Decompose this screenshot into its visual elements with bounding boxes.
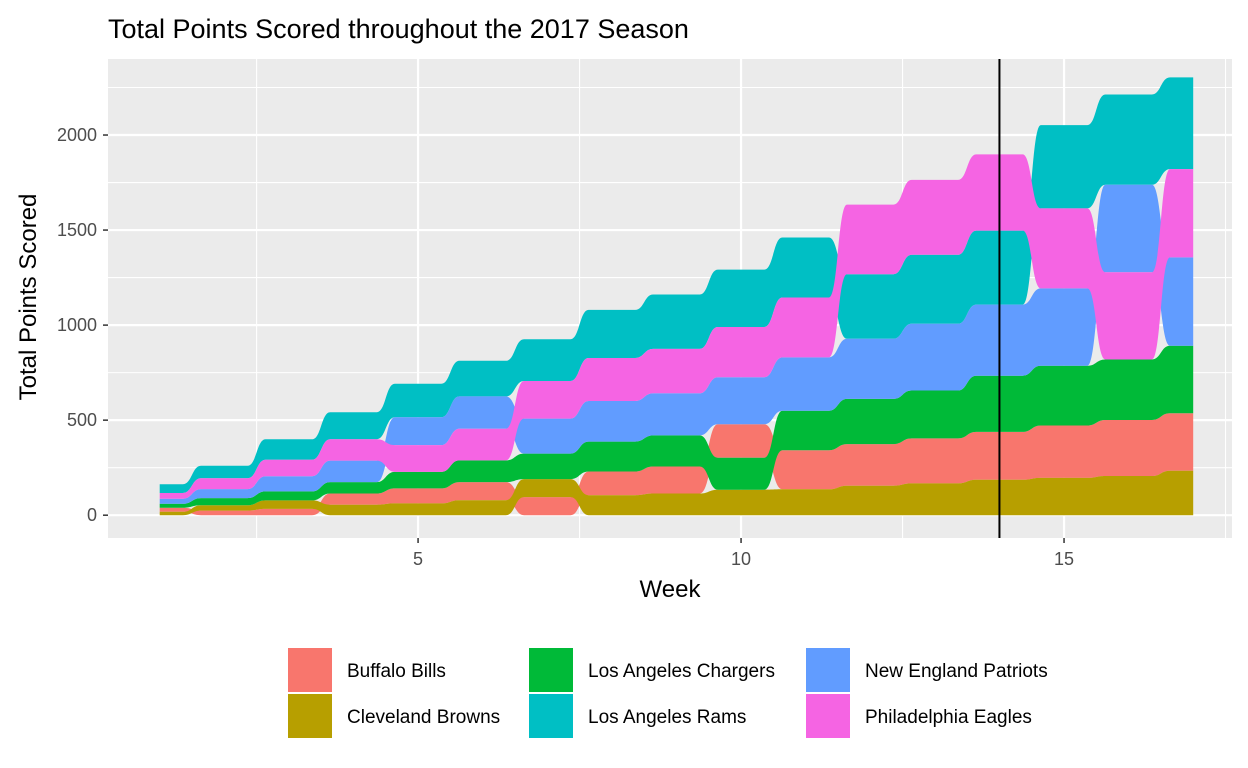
y-tick-label: 0: [87, 505, 97, 525]
legend-item-philadelphia-eagles: Philadelphia Eagles: [806, 694, 1032, 738]
stream-philadelphia-eagles: [159, 154, 1194, 499]
x-tick-label: 5: [413, 549, 423, 569]
legend-label: Cleveland Browns: [347, 707, 500, 728]
legend-key: [288, 648, 332, 692]
legend-item-los-angeles-rams: Los Angeles Rams: [529, 694, 746, 738]
legend-item-los-angeles-chargers: Los Angeles Chargers: [529, 648, 775, 692]
legend-label: Philadelphia Eagles: [865, 707, 1032, 728]
legend-key: [806, 694, 850, 738]
legend: Buffalo Bills Cleveland Browns Los Angeles…: [288, 648, 1048, 738]
stream-layers: [159, 77, 1194, 516]
legend-key: [288, 694, 332, 738]
stream-los-angeles-chargers: [159, 345, 1194, 508]
legend-key: [529, 694, 573, 738]
x-axis-title: Week: [640, 576, 702, 603]
chart-title: Total Points Scored throughout the 2017 …: [108, 14, 689, 44]
x-tick-label: 15: [1054, 549, 1074, 569]
y-axis-title: Total Points Scored: [15, 194, 42, 401]
x-axis: 5 10 15: [413, 538, 1074, 569]
y-axis: 0 500 1000 1500 2000: [57, 125, 108, 525]
legend-item-cleveland-browns: Cleveland Browns: [288, 694, 500, 738]
legend-label: Los Angeles Rams: [588, 707, 746, 728]
stream-los-angeles-rams: [159, 77, 1194, 494]
legend-item-buffalo-bills: Buffalo Bills: [288, 648, 446, 692]
legend-key: [806, 648, 850, 692]
legend-item-new-england-patriots: New England Patriots: [806, 648, 1048, 692]
stream-cleveland-browns: [159, 470, 1194, 516]
stream-new-england-patriots: [159, 184, 1194, 504]
y-tick-label: 2000: [57, 125, 97, 145]
y-tick-label: 500: [67, 410, 97, 430]
legend-label: New England Patriots: [865, 661, 1048, 682]
x-tick-label: 10: [731, 549, 751, 569]
y-tick-label: 1500: [57, 220, 97, 240]
legend-label: Los Angeles Chargers: [588, 661, 775, 682]
legend-key: [529, 648, 573, 692]
stream-buffalo-bills: [159, 413, 1194, 516]
y-tick-label: 1000: [57, 315, 97, 335]
legend-label: Buffalo Bills: [347, 661, 446, 682]
